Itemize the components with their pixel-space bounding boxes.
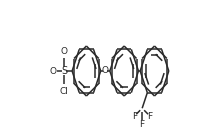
Text: F: F <box>140 120 145 127</box>
Text: F: F <box>132 112 137 121</box>
Text: Cl: Cl <box>60 86 69 96</box>
Text: O: O <box>102 66 109 75</box>
Text: F: F <box>148 112 153 121</box>
Text: O: O <box>61 47 67 57</box>
Text: S: S <box>61 66 67 76</box>
Text: O: O <box>50 67 57 75</box>
